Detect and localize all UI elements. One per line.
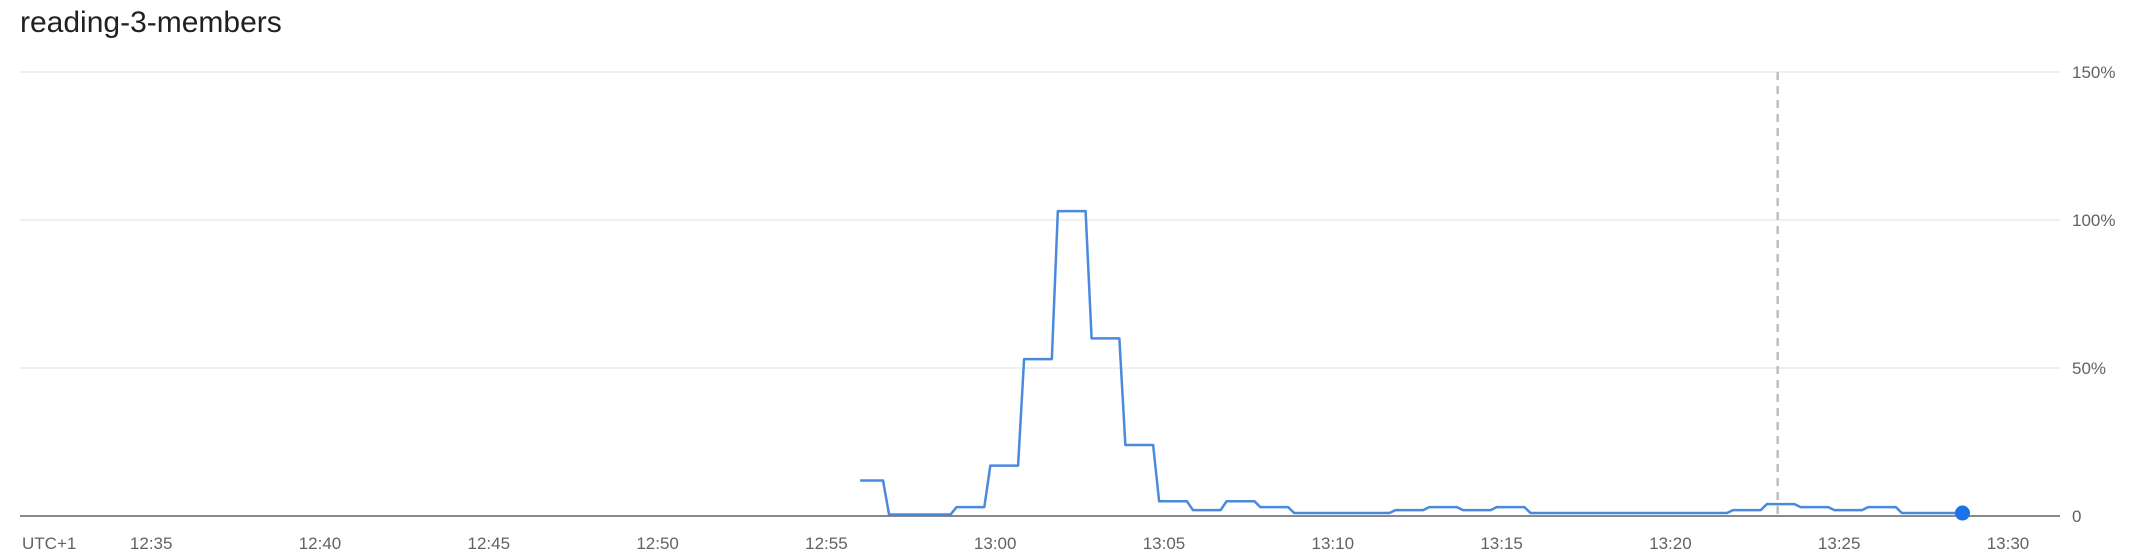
timezone-label: UTC+1 <box>22 534 76 552</box>
x-tick-label: 13:20 <box>1649 534 1692 552</box>
x-tick-label: 13:25 <box>1818 534 1861 552</box>
x-tick-label: 13:30 <box>1987 534 2030 552</box>
y-tick-label: 100% <box>2072 211 2115 230</box>
x-tick-label: 12:55 <box>805 534 848 552</box>
chart-title: reading-3-members <box>20 6 282 39</box>
x-tick-label: 12:35 <box>130 534 173 552</box>
x-tick-label: 13:00 <box>974 534 1017 552</box>
x-tick-label: 12:40 <box>299 534 342 552</box>
x-tick-label: 13:15 <box>1480 534 1523 552</box>
x-tick-label: 13:05 <box>1143 534 1186 552</box>
series-layer <box>860 209 1970 521</box>
y-tick-label: 0 <box>2072 507 2081 526</box>
x-tick-label: 12:45 <box>468 534 511 552</box>
x-tick-label: 12:50 <box>636 534 679 552</box>
last-point-marker <box>1954 505 1970 521</box>
series-line <box>860 209 1963 516</box>
x-tick-label: 13:10 <box>1312 534 1355 552</box>
y-tick-label: 50% <box>2072 359 2106 378</box>
y-axis-ticks: 0 50% 100% 150% <box>2072 63 2115 526</box>
x-axis-ticks: UTC+1 12:35 12:40 12:45 12:50 12:55 13:00 13:05… <box>22 534 2029 552</box>
y-tick-label: 150% <box>2072 63 2115 82</box>
gridlines <box>20 71 2060 517</box>
